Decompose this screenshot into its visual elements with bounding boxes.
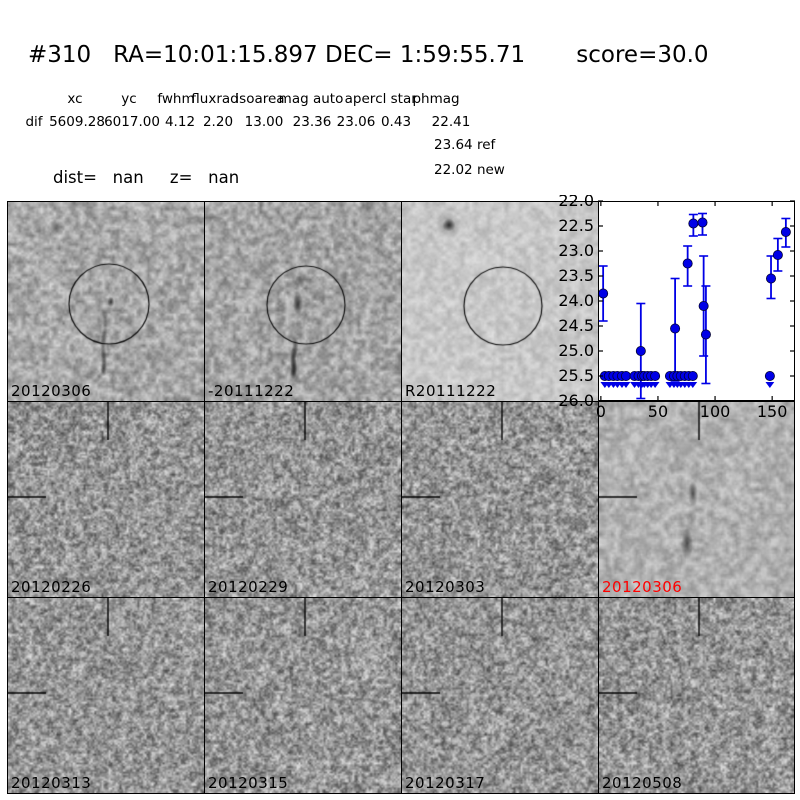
lightcurve-plot: 0 50 100 150 22.0 22.5 23.0 23.5 24.0 24.5 25.0 25.… [548,195,798,427]
cutout-panel-20120229: 20120229 [204,401,402,598]
cutout-label: 20120226 [11,580,91,595]
column-header-phmag: phmag [412,91,459,107]
svg-text:23.5: 23.5 [558,266,594,285]
cutout-panel-20120317: 20120317 [401,597,599,794]
value-xc: 5609.28 [49,114,105,130]
cutout-label: R20111222 [405,384,496,399]
cutout-label: 20120229 [208,580,288,595]
cutout-label: 20120317 [405,776,485,791]
column-header-fluxrad: fluxrad [191,91,238,107]
value-cl-star: 0.43 [381,114,411,130]
cutout-panel-20120303: 20120303 [401,401,599,598]
column-header-cl-star: cl star [375,91,417,107]
svg-text:23.0: 23.0 [558,241,594,260]
svg-text:22.0: 22.0 [558,195,594,210]
column-header-fwhm: fwhm [157,91,194,107]
svg-text:50: 50 [648,402,668,421]
value-phmag: 22.41 [432,114,471,130]
column-header-isoarea: isoarea [235,91,284,107]
candidate-report-page: #310 RA=10:01:15.897 DEC= 1:59:55.71 sco… [0,0,800,800]
cutout-label: 20120306 [602,580,682,595]
value-aper: 23.06 [337,114,376,130]
cutout-image [8,598,204,793]
svg-text:25.5: 25.5 [558,366,594,385]
svg-text:100: 100 [700,402,731,421]
column-header-mag-auto: mag auto [279,91,344,107]
cutout-panel-20120306-detection: 20120306 [598,401,795,598]
svg-text:0: 0 [596,402,606,421]
cutout-image [205,402,401,597]
value-fwhm: 4.12 [165,114,195,130]
svg-text:25.0: 25.0 [558,341,594,360]
value-isoarea: 13.00 [245,114,284,130]
cutout-label: 20120315 [208,776,288,791]
svg-text:24.5: 24.5 [558,316,594,335]
cutout-panel-20120315: 20120315 [204,597,402,794]
cutout-panel-20120226: 20120226 [7,401,205,598]
cutout-label: -20111222 [208,384,294,399]
cutout-panel-new-20120306: 20120306 [7,201,205,402]
cutout-label: 20120313 [11,776,91,791]
value-mag-auto: 23.36 [293,114,332,130]
cutout-panel-20120313: 20120313 [7,597,205,794]
cutout-image [8,402,204,597]
svg-text:22.5: 22.5 [558,216,594,235]
svg-text:26.0: 26.0 [558,391,594,410]
cutout-image [402,402,598,597]
cutout-image [205,202,401,401]
svg-text:150: 150 [757,402,788,421]
row-label-dif: dif [25,114,42,130]
cutout-label: 20120303 [405,580,485,595]
new-magnitude: 22.02 new [434,162,505,178]
cutout-label: 20120508 [602,776,682,791]
cutout-image [599,598,794,793]
cutout-image [205,598,401,793]
cutout-panel-diff-20111222: -20111222 [204,201,402,402]
dist-redshift-line: dist= nan z= nan [53,168,239,187]
cutout-image [8,202,204,401]
cutout-label: 20120306 [11,384,91,399]
svg-text:24.0: 24.0 [558,291,594,310]
cutout-image [599,402,794,597]
cutout-image [402,598,598,793]
value-fluxrad: 2.20 [203,114,233,130]
ref-magnitude: 23.64 ref [434,137,495,153]
column-header-xc: xc [67,91,82,107]
value-yc: 6017.00 [104,114,160,130]
column-header-aper: aper [345,91,376,107]
page-title: #310 RA=10:01:15.897 DEC= 1:59:55.71 sco… [28,42,709,68]
cutout-panel-20120508: 20120508 [598,597,795,794]
column-header-yc: yc [121,91,136,107]
